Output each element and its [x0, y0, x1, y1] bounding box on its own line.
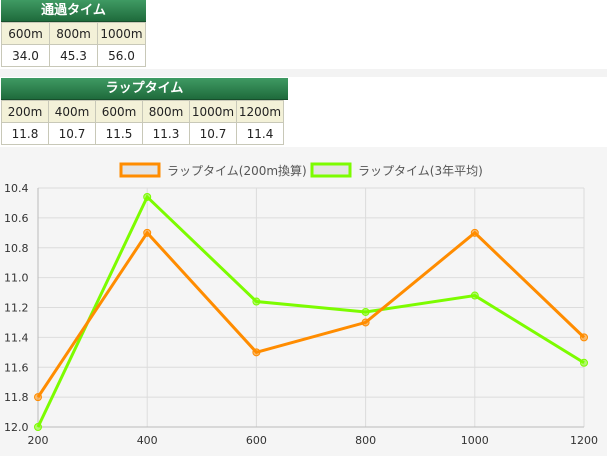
x-tick-label: 200 — [28, 434, 49, 447]
lap-header-cell: 1000m — [189, 100, 237, 123]
passing-header-cell: 1000m — [97, 22, 146, 45]
lap-header-cell: 200m — [1, 100, 49, 123]
lap-header-cell: 800m — [142, 100, 190, 123]
series-line — [36, 230, 586, 398]
x-tick-label: 600 — [246, 434, 267, 447]
y-tick-label: 11.2 — [4, 302, 29, 315]
data-point — [143, 228, 152, 237]
data-point — [252, 297, 261, 306]
data-point — [580, 358, 588, 367]
passing-time-header-row: 600m 800m 1000m — [1, 22, 146, 45]
lap-chart-panel: 10.4 10.6 10.8 11.0 11.2 11.4 11.6 11.8 12.0 200 4… — [0, 147, 607, 456]
y-tick-label: 11.0 — [4, 272, 29, 285]
passing-time-title: 通過タイム — [1, 0, 146, 22]
data-point — [470, 228, 479, 237]
x-tick-label: 1200 — [570, 434, 598, 447]
y-tick-label: 11.4 — [4, 331, 29, 344]
lap-time-panel: ラップタイム 200m 400m 600m 800m 1000m 1200m 1… — [1, 78, 288, 145]
data-point — [143, 192, 152, 201]
y-tick-label: 12.0 — [4, 421, 29, 434]
passing-value-cell: 34.0 — [1, 44, 50, 67]
lap-time-title: ラップタイム — [1, 78, 288, 100]
passing-time-value-row: 34.0 45.3 56.0 — [1, 44, 146, 67]
legend-swatch — [310, 162, 352, 178]
lap-header-cell: 400m — [48, 100, 96, 123]
data-point — [580, 333, 588, 342]
lap-value-cell: 11.3 — [142, 122, 190, 145]
passing-header-cell: 800m — [49, 22, 98, 45]
lap-value-cell: 11.8 — [1, 122, 49, 145]
y-tick-label: 10.6 — [4, 212, 29, 225]
lap-value-cell: 10.7 — [189, 122, 237, 145]
data-point — [361, 318, 370, 327]
lap-time-value-row: 11.8 10.7 11.5 11.3 10.7 11.4 — [1, 122, 284, 145]
x-tick-label: 400 — [137, 434, 158, 447]
passing-header-cell: 600m — [1, 22, 50, 45]
y-tick-label: 11.6 — [4, 361, 29, 374]
lap-value-cell: 11.5 — [95, 122, 143, 145]
legend-swatch — [119, 162, 161, 178]
data-point — [470, 291, 479, 300]
lap-value-cell: 11.4 — [236, 122, 284, 145]
x-tick-label: 1000 — [461, 434, 489, 447]
lap-header-cell: 1200m — [236, 100, 284, 123]
y-tick-label: 10.4 — [4, 182, 29, 195]
legend-label: ラップタイム(3年平均) — [358, 164, 483, 178]
y-tick-label: 10.8 — [4, 242, 29, 255]
data-point — [252, 348, 261, 357]
section-divider — [0, 69, 607, 77]
lap-time-header-row: 200m 400m 600m 800m 1000m 1200m — [1, 100, 284, 123]
lap-value-cell: 10.7 — [48, 122, 96, 145]
passing-value-cell: 45.3 — [49, 44, 98, 67]
y-tick-label: 11.8 — [4, 391, 29, 404]
lap-header-cell: 600m — [95, 100, 143, 123]
series-line — [36, 194, 585, 428]
passing-time-panel: 通過タイム 600m 800m 1000m 34.0 45.3 56.0 — [1, 0, 146, 67]
data-point — [34, 423, 42, 431]
lap-time-table: 200m 400m 600m 800m 1000m 1200m 11.8 10.… — [1, 100, 284, 145]
passing-time-table: 600m 800m 1000m 34.0 45.3 56.0 — [1, 22, 146, 67]
passing-value-cell: 56.0 — [97, 44, 146, 67]
data-point — [361, 307, 370, 316]
x-tick-label: 800 — [355, 434, 376, 447]
data-point — [34, 393, 42, 402]
legend-label: ラップタイム(200m換算) — [167, 163, 307, 178]
